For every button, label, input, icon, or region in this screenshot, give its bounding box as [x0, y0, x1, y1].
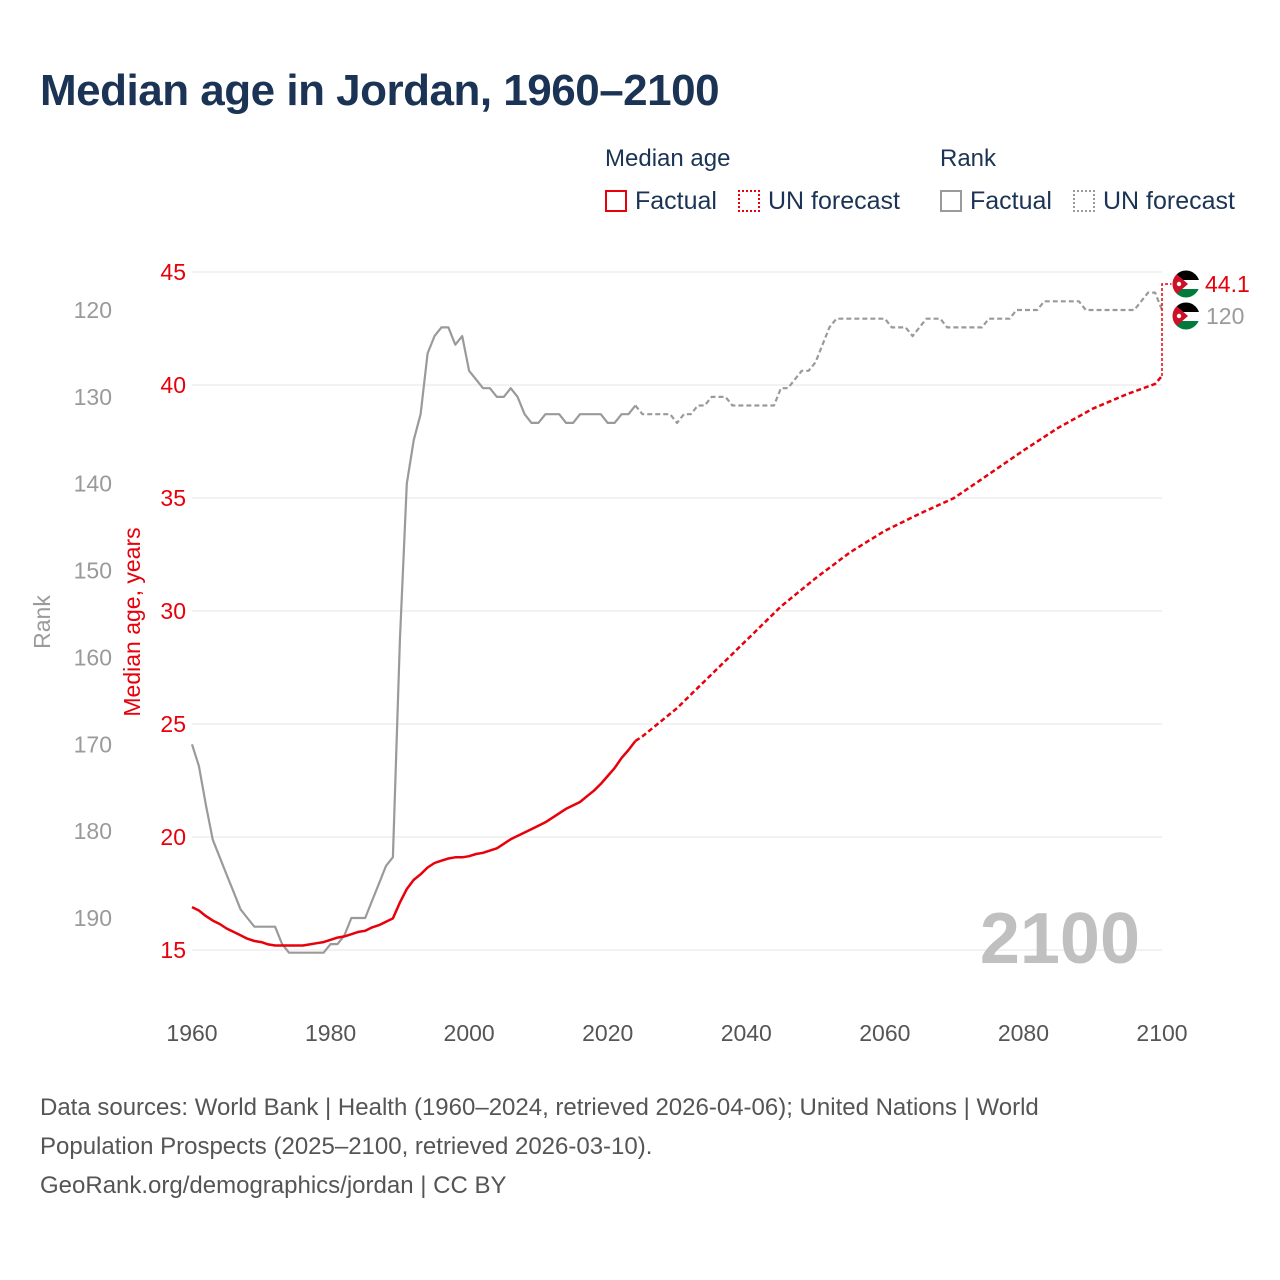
- x-tick-label: 2000: [444, 1020, 495, 1046]
- jordan-flag-rank-icon: [1171, 301, 1201, 331]
- x-tick-label: 2020: [582, 1020, 633, 1046]
- legend-rank-forecast[interactable]: UN forecast: [1073, 186, 1235, 216]
- x-tick-label: 2060: [859, 1020, 910, 1046]
- x-tick-label: 1960: [166, 1020, 217, 1046]
- rank-factual-line: [190, 326, 637, 954]
- solid-gray-swatch-icon: [940, 190, 962, 212]
- legend-label: Factual: [970, 186, 1052, 215]
- dotted-gray-swatch-icon: [1073, 190, 1095, 212]
- y-tick-rank: 140: [74, 471, 112, 497]
- y-axis-label-rank: Rank: [29, 595, 55, 649]
- y-tick-median-age: 35: [160, 485, 186, 511]
- median-age-forecast-line: [634, 375, 1163, 743]
- y-tick-rank: 180: [74, 818, 112, 844]
- y-tick-rank: 130: [74, 384, 112, 410]
- y-tick-rank: 120: [74, 297, 112, 323]
- footer-line-1: Data sources: World Bank | Health (1960–…: [40, 1094, 1039, 1121]
- y-tick-median-age: 40: [160, 372, 186, 398]
- legend-label: Factual: [635, 186, 717, 215]
- x-tick-label: 2080: [998, 1020, 1049, 1046]
- dotted-red-swatch-icon: [738, 190, 760, 212]
- legend-label: UN forecast: [1103, 186, 1235, 215]
- y-tick-rank: 160: [74, 644, 112, 670]
- y-tick-median-age: 45: [160, 259, 186, 285]
- solid-red-swatch-icon: [605, 190, 627, 212]
- legend-median-age-title: Median age: [605, 145, 731, 172]
- median-age-factual-line: [191, 740, 637, 947]
- median-age-end-value: 44.1: [1205, 271, 1250, 297]
- rank-end-value: 120: [1206, 303, 1244, 329]
- median-age-rank-chart: 2100 15 20 25 30 35 40 45 120 130 140 150 160 170 18…: [29, 259, 1250, 1046]
- year-watermark: 2100: [980, 899, 1140, 979]
- legend-rank-factual[interactable]: Factual: [940, 186, 1052, 216]
- x-tick-label: 2100: [1136, 1020, 1187, 1046]
- legend-median-age-forecast[interactable]: UN forecast: [738, 186, 900, 216]
- rank-forecast-line: [634, 291, 1164, 424]
- y-tick-rank: 190: [74, 905, 112, 931]
- legend-rank-title: Rank: [940, 145, 997, 172]
- y-axis-label-median-age: Median age, years: [119, 527, 145, 716]
- footer-line-2: Population Prospects (2025–2100, retriev…: [40, 1133, 653, 1160]
- legend-label: UN forecast: [768, 186, 900, 215]
- y-tick-rank: 170: [74, 731, 112, 757]
- legend-median-age-factual[interactable]: Factual: [605, 186, 717, 216]
- y-tick-median-age: 25: [160, 711, 186, 737]
- jordan-flag-icon: [1171, 269, 1201, 299]
- footer-line-3: GeoRank.org/demographics/jordan | CC BY: [40, 1172, 507, 1199]
- median-age-end-connector: [1161, 283, 1172, 376]
- footer-sources: Data sources: World Bank | Health (1960–…: [40, 1088, 1200, 1205]
- y-tick-rank: 150: [74, 558, 112, 584]
- y-tick-median-age: 20: [160, 824, 186, 850]
- y-tick-median-age: 30: [160, 598, 186, 624]
- x-tick-label: 1980: [305, 1020, 356, 1046]
- y-tick-median-age: 15: [160, 937, 186, 963]
- x-tick-label: 2040: [721, 1020, 772, 1046]
- page-title: Median age in Jordan, 1960–2100: [40, 66, 720, 115]
